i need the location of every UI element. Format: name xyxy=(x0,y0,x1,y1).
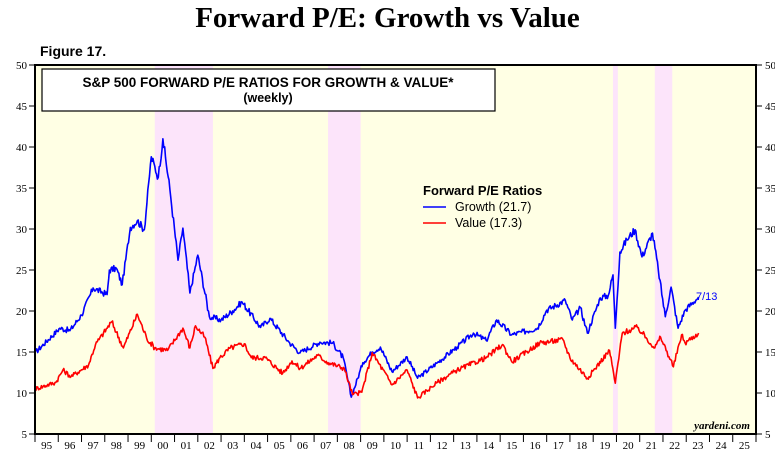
y-tick-label-left: 30 xyxy=(16,224,28,236)
y-tick-label-right: 30 xyxy=(765,224,775,236)
x-tick-label: 97 xyxy=(88,440,100,452)
y-tick-label-right: 15 xyxy=(765,347,775,359)
y-tick-label-left: 10 xyxy=(16,388,28,400)
x-tick-label: 25 xyxy=(739,440,751,452)
y-tick-label-right: 50 xyxy=(765,60,775,72)
x-tick-label: 01 xyxy=(181,440,192,452)
y-tick-label-left: 50 xyxy=(16,60,28,72)
figure-label: Figure 17. xyxy=(40,43,107,59)
title-box xyxy=(41,68,496,112)
series-line-value xyxy=(34,313,700,399)
end-date-label: 7/13 xyxy=(696,291,717,303)
x-tick-label: 15 xyxy=(506,440,518,452)
x-tick-label: 22 xyxy=(669,440,680,452)
legend-label-value: Value (17.3) xyxy=(455,216,522,230)
x-tick-label: 20 xyxy=(623,440,635,452)
x-tick-label: 13 xyxy=(460,440,472,452)
shaded-period xyxy=(654,65,673,434)
x-tick-label: 23 xyxy=(692,440,704,452)
legend-label-growth: Growth (21.7) xyxy=(455,200,531,214)
y-tick-label-right: 5 xyxy=(765,429,771,441)
legend-title: Forward P/E Ratios xyxy=(423,183,542,198)
y-tick-label-left: 20 xyxy=(16,306,28,318)
x-tick-label: 19 xyxy=(599,440,611,452)
x-tick-label: 00 xyxy=(157,440,169,452)
y-tick-label-right: 45 xyxy=(765,101,775,113)
x-tick-label: 06 xyxy=(297,440,309,452)
x-tick-label: 02 xyxy=(204,440,215,452)
x-tick-label: 24 xyxy=(716,440,728,452)
chart-subtitle: (weekly) xyxy=(243,91,292,105)
shaded-period xyxy=(612,65,618,434)
x-tick-label: 07 xyxy=(320,440,332,452)
y-tick-label-left: 5 xyxy=(22,429,28,441)
x-tick-label: 98 xyxy=(111,440,123,452)
x-tick-label: 12 xyxy=(437,440,448,452)
y-tick-label-left: 15 xyxy=(16,347,28,359)
x-tick-label: 16 xyxy=(530,440,542,452)
source-label: yardeni.com xyxy=(692,420,750,432)
x-tick-label: 95 xyxy=(41,440,53,452)
shaded-period xyxy=(328,65,361,434)
axes: 5 5 10 10 15 15 20 20 25 25 30 30 35 35 40 40 45 45 50 50 95… xyxy=(16,60,775,452)
y-tick-label-right: 25 xyxy=(765,265,775,277)
x-tick-label: 21 xyxy=(646,440,657,452)
plot-background xyxy=(35,65,756,434)
y-tick-label-left: 35 xyxy=(16,183,28,195)
y-tick-label-right: 40 xyxy=(765,142,775,154)
main-title: Forward P/E: Growth vs Value xyxy=(195,2,580,34)
y-tick-label-left: 25 xyxy=(16,265,28,277)
y-tick-label-right: 35 xyxy=(765,183,775,195)
x-tick-label: 10 xyxy=(390,440,402,452)
series-line-growth xyxy=(34,138,700,398)
series-lines xyxy=(34,138,700,399)
x-tick-label: 03 xyxy=(227,440,239,452)
x-tick-label: 14 xyxy=(483,440,495,452)
x-tick-label: 04 xyxy=(250,440,262,452)
x-tick-label: 11 xyxy=(413,440,424,452)
x-tick-label: 08 xyxy=(343,440,355,452)
chart-title: S&P 500 FORWARD P/E RATIOS FOR GROWTH & … xyxy=(82,75,454,90)
x-tick-label: 99 xyxy=(134,440,146,452)
y-tick-label-right: 20 xyxy=(765,306,775,318)
plot-frame xyxy=(34,64,757,435)
x-tick-label: 05 xyxy=(274,440,286,452)
x-tick-label: 96 xyxy=(64,440,76,452)
y-tick-label-left: 40 xyxy=(16,142,28,154)
x-tick-label: 09 xyxy=(367,440,379,452)
y-tick-label-left: 45 xyxy=(16,101,28,113)
shaded-period xyxy=(154,65,213,434)
x-tick-label: 18 xyxy=(576,440,588,452)
y-tick-label-right: 10 xyxy=(765,388,775,400)
recession-shading xyxy=(154,65,673,434)
x-tick-label: 17 xyxy=(553,440,565,452)
